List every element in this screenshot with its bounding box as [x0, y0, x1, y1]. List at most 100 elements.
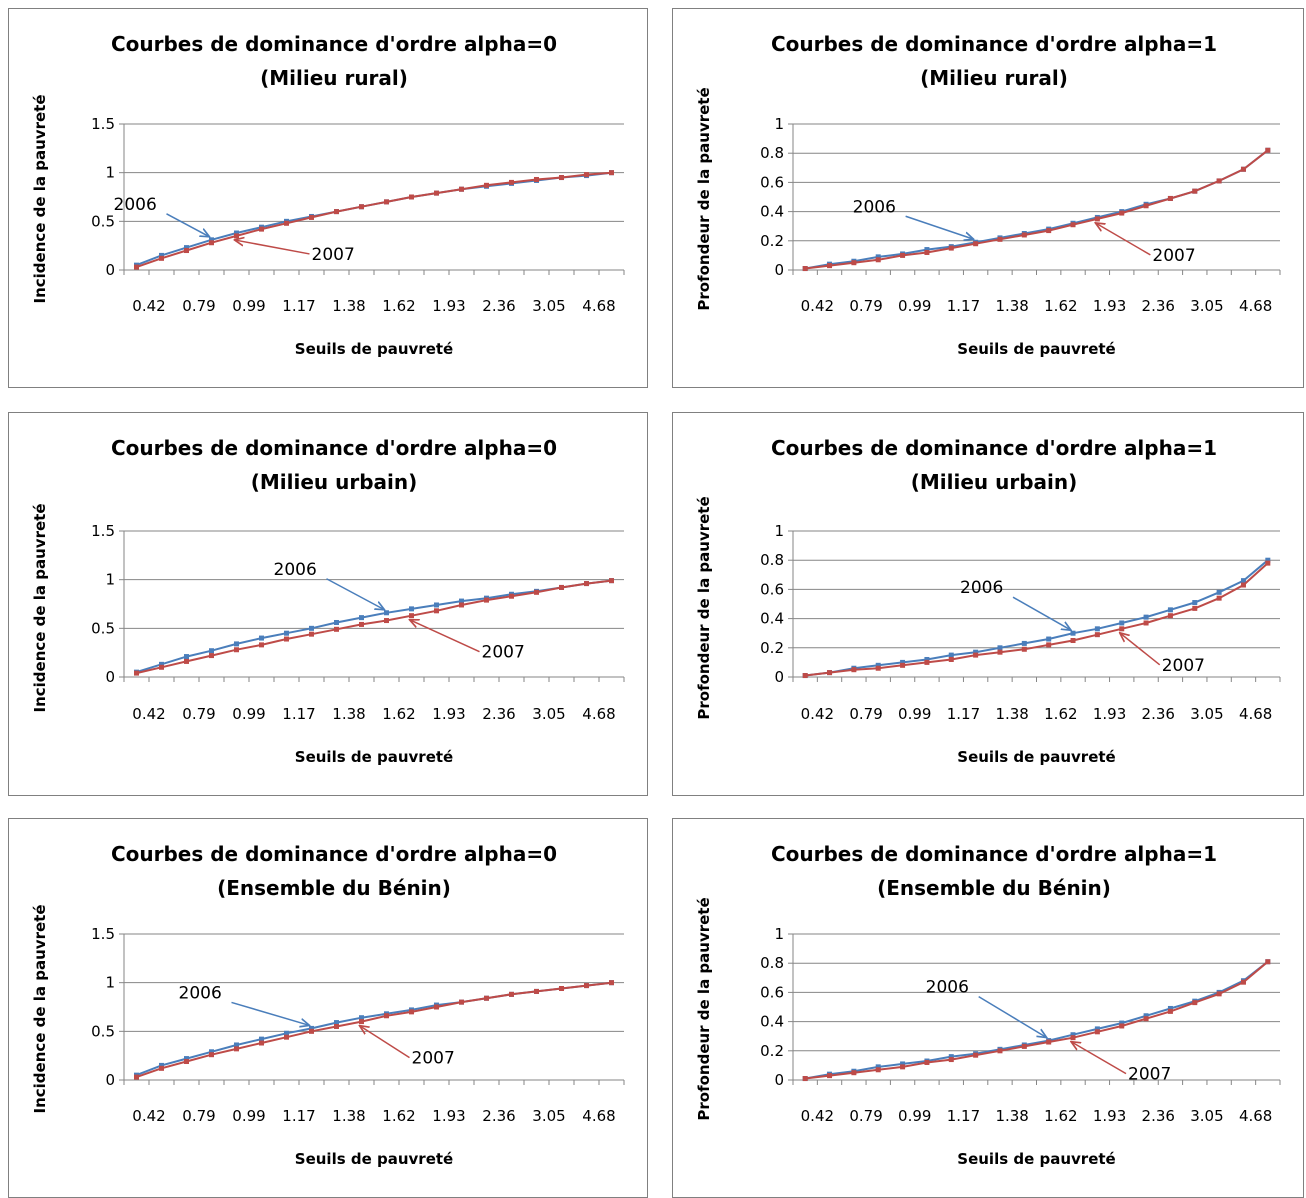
series-point-2007 [434, 608, 439, 614]
x-tick-label: 1.38 [332, 1107, 365, 1125]
series-point-2006 [259, 1036, 264, 1042]
series-point-2007 [1265, 959, 1271, 965]
series-point-2007 [1119, 210, 1125, 216]
series-point-2007 [484, 182, 489, 188]
series-point-2007 [384, 618, 389, 624]
y-axis-title: Incidence de la pauvreté [31, 503, 49, 712]
series-point-2007 [924, 249, 930, 255]
series-point-2006 [159, 252, 164, 258]
series-point-2006 [384, 610, 389, 616]
series-point-2006 [259, 635, 264, 641]
series-point-2007 [1119, 1023, 1125, 1029]
series-point-2007 [534, 176, 539, 182]
series-point-2006 [309, 625, 314, 631]
y-tick-label: 1 [105, 974, 115, 992]
y-tick-label: 0.5 [91, 1022, 115, 1040]
series-point-2006 [875, 1064, 881, 1070]
y-tick-label: 1 [105, 164, 115, 182]
series-point-2007 [875, 665, 881, 671]
annotation-arrow [410, 620, 480, 653]
series-point-2007 [259, 1040, 264, 1046]
series-point-2006 [159, 1062, 164, 1068]
series-point-2007 [1094, 632, 1100, 638]
x-tick-label: 0.79 [849, 1107, 882, 1125]
y-tick-label: 1.5 [91, 925, 115, 943]
series-point-2006 [924, 247, 930, 253]
x-tick-label: 4.68 [582, 705, 615, 723]
series-point-2007 [159, 255, 164, 261]
series-point-2007 [802, 673, 808, 679]
series-point-2006 [900, 659, 906, 665]
series-point-2007 [459, 602, 464, 608]
x-tick-label: 0.42 [132, 1107, 165, 1125]
series-point-2007 [409, 194, 414, 200]
chart-panel-alpha0-benin: Courbes de dominance d'ordre alpha=0 (Ens… [8, 818, 648, 1198]
series-point-2007 [134, 670, 139, 676]
series-point-2007 [334, 209, 339, 215]
series-point-2007 [1216, 595, 1222, 601]
x-tick-label: 0.79 [849, 705, 882, 723]
y-tick-label: 0.8 [760, 551, 784, 569]
x-tick-label: 4.68 [1239, 705, 1272, 723]
y-tick-label: 1 [774, 925, 784, 943]
series-point-2007 [1119, 626, 1125, 632]
series-point-2007 [284, 1034, 289, 1040]
y-tick-label: 0 [105, 668, 115, 686]
chart-svg: Courbes de dominance d'ordre alpha=1 (Mil… [695, 32, 1281, 358]
series-point-2006 [1119, 1020, 1125, 1026]
series-point-2006 [900, 1061, 906, 1067]
series-point-2007 [459, 999, 464, 1005]
x-tick-label: 2.36 [482, 705, 515, 723]
series-point-2007 [924, 659, 930, 665]
x-tick-label: 0.99 [232, 1107, 265, 1125]
series-point-2007 [484, 995, 489, 1001]
series-point-2007 [1167, 613, 1173, 619]
chart-svg: Courbes de dominance d'ordre alpha=1 (Ens… [695, 842, 1281, 1168]
series-point-2006 [234, 641, 239, 647]
x-tick-label: 1.38 [995, 1107, 1028, 1125]
x-tick-label: 0.99 [232, 297, 265, 315]
series-point-2007 [409, 1009, 414, 1015]
series-point-2006 [359, 615, 364, 621]
y-tick-label: 0.4 [760, 610, 784, 628]
series-point-2007 [827, 670, 833, 676]
annotation-arrow [166, 213, 210, 237]
series-line-2007 [136, 579, 612, 675]
series-point-2006 [1119, 620, 1125, 626]
x-tick-label: 3.05 [532, 1107, 565, 1125]
x-tick-label: 0.42 [801, 705, 834, 723]
x-tick-label: 1.62 [382, 705, 415, 723]
series-point-2007 [534, 589, 539, 595]
x-tick-label: 0.99 [898, 1107, 931, 1125]
series-point-2007 [1216, 991, 1222, 997]
x-tick-label: 1.17 [282, 1107, 315, 1125]
annotation-label: 2006 [179, 983, 222, 1003]
series-line-2007 [805, 960, 1269, 1080]
series-point-2007 [209, 1052, 214, 1058]
series-point-2006 [1070, 630, 1076, 636]
x-tick-label: 0.42 [132, 297, 165, 315]
y-axis-title: Profondeur de la pauvreté [695, 87, 713, 310]
y-tick-label: 0.6 [760, 983, 784, 1001]
series-point-2007 [284, 636, 289, 642]
y-tick-label: 0 [105, 261, 115, 279]
x-tick-label: 1.62 [1044, 297, 1077, 315]
series-point-2007 [434, 1004, 439, 1010]
chart-svg: Courbes de dominance d'ordre alpha=0 (Mil… [31, 32, 625, 358]
series-point-2007 [509, 593, 514, 599]
series-point-2006 [309, 1025, 314, 1031]
series-point-2007 [384, 1013, 389, 1019]
x-tick-label: 0.42 [801, 297, 834, 315]
y-tick-label: 1 [774, 522, 784, 540]
series-point-2006 [1143, 614, 1149, 620]
x-tick-label: 0.79 [182, 1107, 215, 1125]
y-tick-label: 0.5 [91, 619, 115, 637]
annotation-arrow [1095, 223, 1151, 256]
x-tick-label: 1.17 [947, 1107, 980, 1125]
x-tick-label: 1.17 [947, 297, 980, 315]
series-point-2007 [851, 667, 857, 673]
chart-panel-alpha0-urbain: Courbes de dominance d'ordre alpha=0 (Mil… [8, 412, 648, 796]
y-tick-label: 0.4 [760, 203, 784, 221]
series-point-2007 [484, 597, 489, 603]
series-point-2007 [1143, 620, 1149, 626]
